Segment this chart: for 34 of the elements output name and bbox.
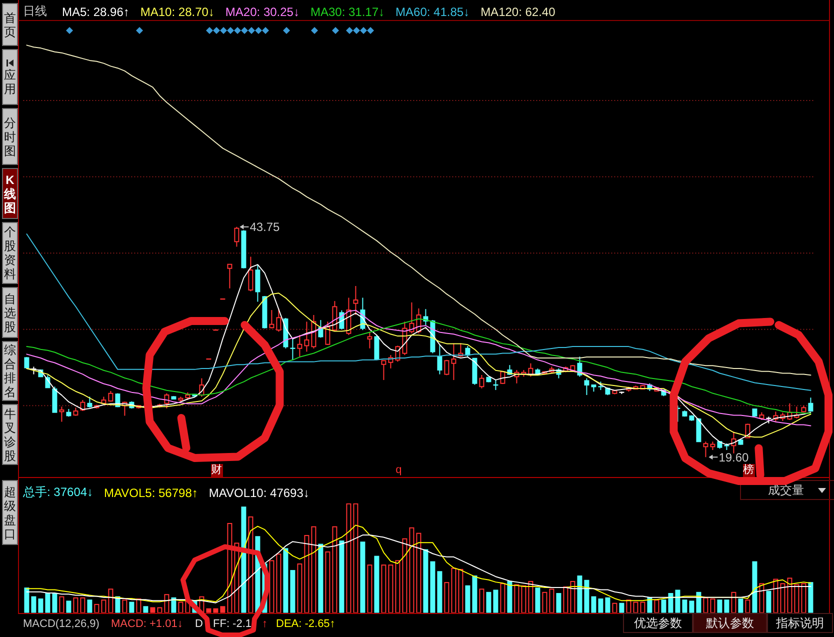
- sidebar-tab: K线图: [2, 168, 18, 219]
- button: 指标说明: [767, 613, 833, 633]
- text: MA5: 28.96↑: [62, 4, 130, 18]
- text: MACD: +1.01↓: [111, 618, 183, 631]
- annotation: q: [394, 464, 403, 477]
- chart-title: 日线: [23, 3, 47, 20]
- dropdown: 成交量: [740, 480, 834, 500]
- sidebar-tab: 应用: [2, 49, 18, 105]
- text: MA20: 30.25↓: [225, 4, 300, 18]
- button: 优选参数: [623, 613, 693, 633]
- sidebar-tab: 个股资料: [2, 222, 18, 284]
- text: MACD(12,26,9): [23, 618, 100, 631]
- sidebar-tab: 首页: [2, 3, 18, 46]
- sidebar-tab: 综合排名: [2, 341, 18, 401]
- sidebar-tab: 超级盘口: [2, 480, 18, 545]
- annotation: 19.60: [718, 450, 750, 464]
- text: FF: -2.1: [213, 618, 252, 631]
- annotation: 榜: [742, 464, 755, 477]
- button: 默认参数: [693, 613, 767, 633]
- sidebar-tab: 牛叉诊股: [2, 404, 18, 465]
- text: MA10: 28.70↓: [140, 4, 214, 18]
- sidebar-tab: 分时图: [2, 108, 18, 165]
- text: 总手: 37604↓: [23, 484, 94, 501]
- text: MA120: 62.40: [480, 4, 556, 18]
- sidebar-tab: 自选股: [2, 287, 18, 338]
- text: DEA: -2.65↑: [276, 618, 336, 631]
- annotation: 财: [210, 464, 223, 477]
- text: D: [195, 618, 203, 631]
- text: MAVOL5: 56798↑: [104, 486, 198, 500]
- text: MAVOL10: 47693↓: [208, 486, 310, 500]
- text: MA60: 41.85↓: [396, 4, 470, 18]
- text: ↑: [262, 618, 268, 631]
- text: MA30: 31.17↓: [310, 4, 385, 18]
- annotation: 43.75: [250, 220, 280, 234]
